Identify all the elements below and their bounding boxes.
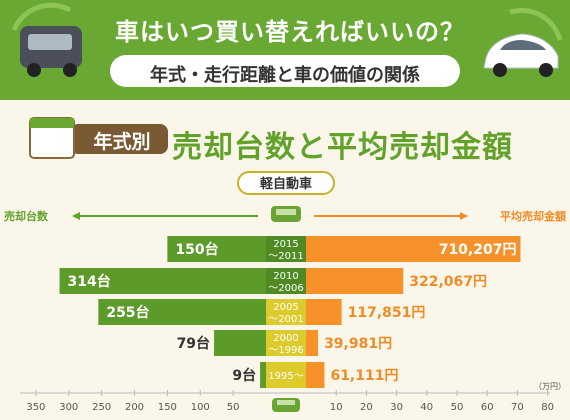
data-label-right: 117,851円 — [348, 305, 426, 321]
data-label-left: 255台 — [106, 304, 149, 321]
page-title: 車はいつ買い替えればいいの？ — [115, 18, 465, 46]
bar-right — [306, 362, 325, 388]
tick-label: 250 — [92, 402, 111, 413]
bar-left — [260, 362, 266, 388]
category-box — [266, 236, 306, 262]
tick-label: 30 — [390, 402, 403, 413]
tick-label: 2010 — [273, 271, 298, 282]
car-bottom-window — [277, 400, 295, 405]
tick-label: 200 — [125, 402, 144, 413]
page-subtitle: 年式・走行距離と車の価値の関係 — [150, 65, 420, 86]
tick-label: 20 — [360, 402, 373, 413]
tick-label: 50 — [227, 402, 240, 413]
right-series-label: 平均売却金額 — [500, 209, 566, 223]
calendar-tag — [70, 124, 168, 154]
recycle-arrow-icon — [509, 7, 563, 41]
tick-label: ～2001 — [268, 314, 303, 325]
tick-label: 50 — [451, 402, 464, 413]
recycle-arrow-icon — [11, 2, 72, 32]
tick-label: 2015 — [273, 239, 298, 250]
bar-left — [167, 236, 266, 262]
tick-label: 80 — [541, 402, 554, 413]
bar-right — [306, 236, 521, 262]
tick-label: 2005 — [273, 302, 298, 313]
data-label-right: 61,111円 — [330, 368, 398, 384]
tick-label: 350 — [26, 402, 45, 413]
axis-unit: （万円） — [534, 382, 566, 391]
tick-label: 60 — [481, 402, 494, 413]
bar-left — [59, 268, 266, 294]
right-arrow-head — [460, 212, 468, 220]
category-label: 軽自動車 — [260, 176, 312, 192]
tick-label: 40 — [420, 402, 433, 413]
data-label-left: 314台 — [68, 273, 111, 290]
section-heading: 売却台数と平均売却金額 — [172, 130, 513, 165]
category-pill — [237, 171, 335, 195]
tick-label: 70 — [511, 402, 524, 413]
bar-left — [98, 299, 267, 325]
car-right-icon — [483, 33, 559, 69]
subtitle-pill — [110, 55, 460, 87]
car-left-wheel — [27, 63, 41, 77]
tick-label: ～2011 — [268, 251, 303, 262]
category-box — [266, 299, 306, 325]
car-right-wheel — [539, 63, 553, 77]
tick-label: 10 — [330, 402, 343, 413]
car-left-wheel — [63, 63, 77, 77]
car-right-wheel — [493, 63, 507, 77]
calendar-icon-header — [30, 118, 74, 128]
left-arrow-head — [72, 212, 80, 220]
data-label-right: 710,207円 — [439, 242, 517, 258]
tick-label: 2000 — [273, 333, 298, 344]
data-label-right: 322,067円 — [409, 274, 487, 290]
tick-label: 150 — [158, 402, 177, 413]
car-right-window — [500, 40, 546, 50]
car-center-window — [276, 209, 296, 215]
tick-label: 300 — [59, 402, 78, 413]
section-tag: 年式別 — [93, 131, 151, 153]
data-label-left: 9台 — [232, 367, 256, 384]
bar-right — [306, 330, 319, 356]
data-label-left: 150台 — [175, 241, 218, 258]
category-box — [266, 330, 306, 356]
bar-left — [214, 330, 266, 356]
category-box — [266, 362, 306, 388]
bar-right — [306, 268, 404, 294]
tick-label: 100 — [191, 402, 210, 413]
left-series-label: 売却台数 — [4, 209, 49, 223]
bar-right — [306, 299, 342, 325]
car-left-window — [28, 34, 72, 50]
data-label-left: 79台 — [177, 335, 210, 352]
tick-label: ～1996 — [268, 345, 303, 356]
tick-label: ～2006 — [268, 283, 303, 294]
tick-label: 1995～ — [268, 371, 303, 382]
category-box — [266, 268, 306, 294]
data-label-right: 39,981円 — [324, 336, 392, 352]
